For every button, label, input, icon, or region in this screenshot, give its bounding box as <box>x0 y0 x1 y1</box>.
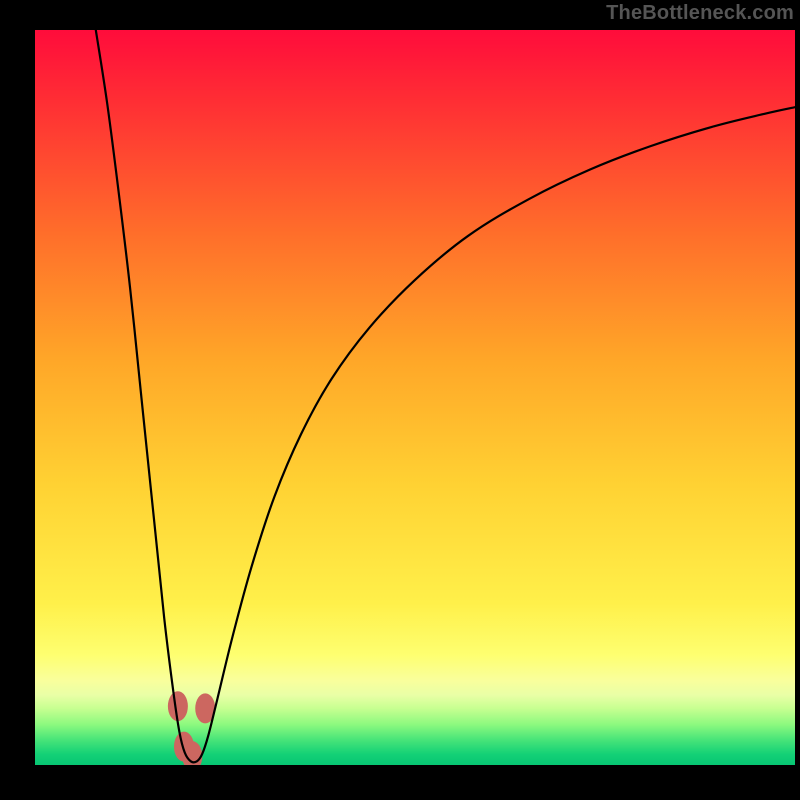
chart-root: TheBottleneck.com <box>0 0 800 800</box>
bottleneck-chart <box>0 0 800 800</box>
watermark-text: TheBottleneck.com <box>606 2 794 25</box>
chart-plot-area <box>35 30 795 765</box>
